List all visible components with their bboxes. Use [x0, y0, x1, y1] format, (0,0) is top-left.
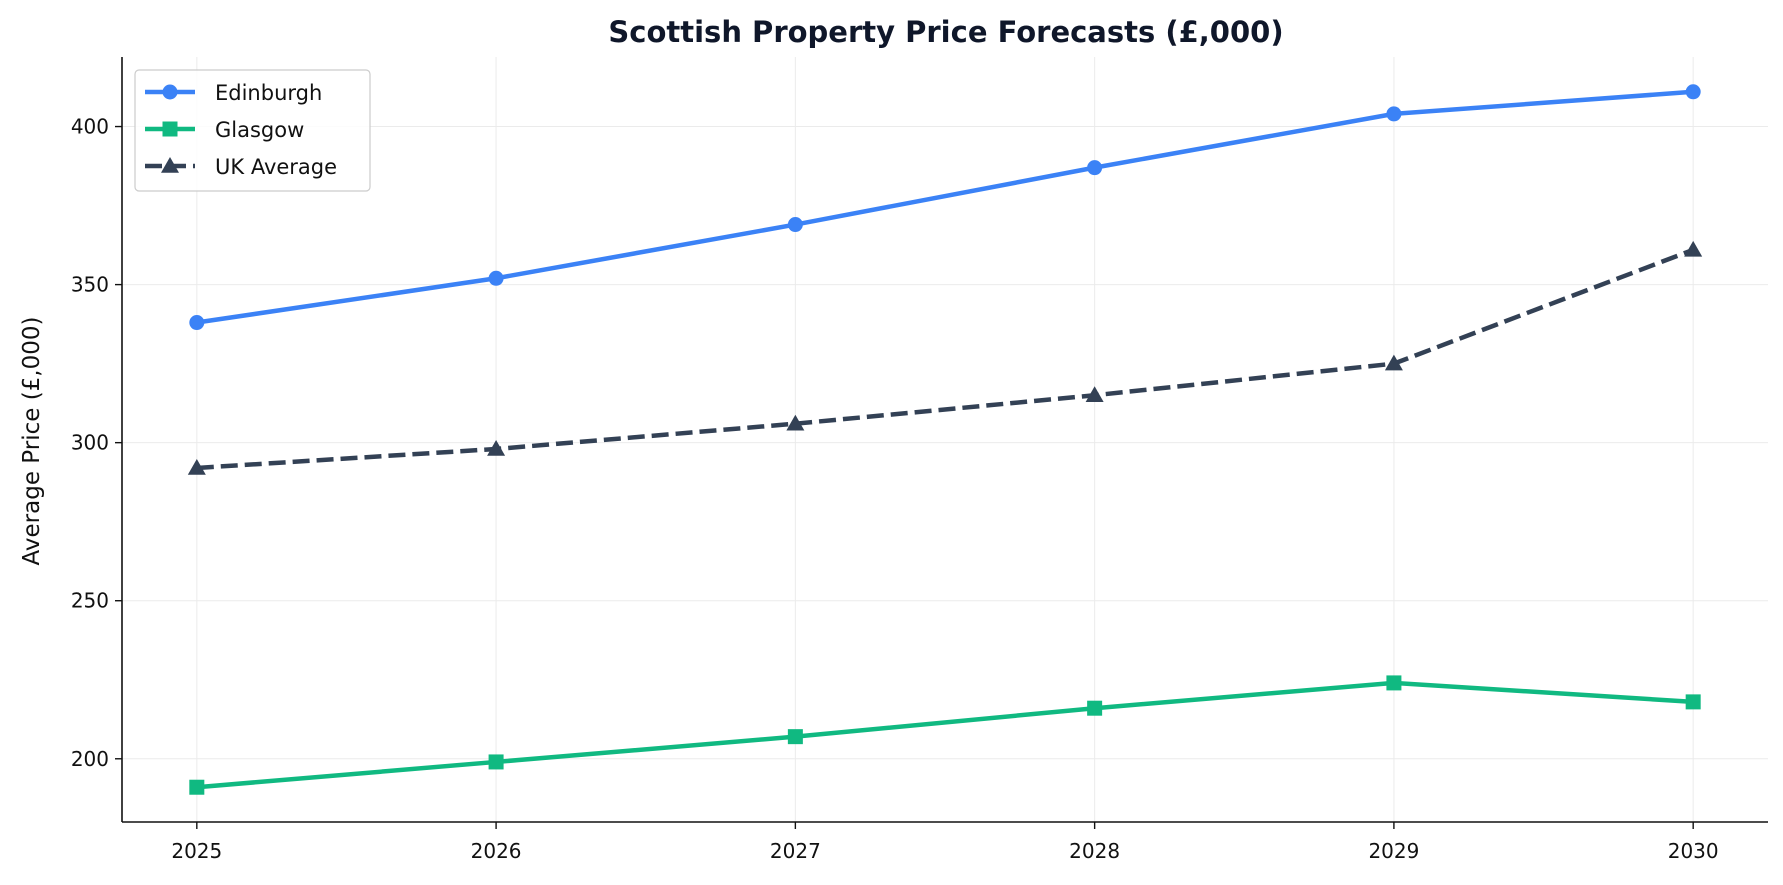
- data-point-uk-average: [187, 458, 206, 475]
- data-point-uk-average: [1085, 386, 1104, 402]
- legend: Edinburgh Glasgow UK Average: [134, 69, 371, 192]
- series-line-uk-average: [196, 247, 1694, 471]
- data-point-glasgow: [1386, 675, 1402, 691]
- series-uk-average: [187, 240, 1703, 475]
- x-tick-label: 2028: [1069, 839, 1120, 863]
- series-line-edinburgh: [196, 89, 1694, 325]
- legend-label: UK Average: [215, 155, 337, 179]
- data-point-uk-average: [487, 439, 506, 456]
- series-line-glasgow: [196, 680, 1694, 790]
- data-point-edinburgh: [1087, 160, 1103, 176]
- data-point-glasgow: [1087, 700, 1103, 716]
- chart-title: Scottish Property Price Forecasts (£,000…: [608, 15, 1283, 49]
- data-point-edinburgh: [787, 217, 803, 233]
- x-tick-label: 2026: [471, 839, 522, 863]
- y-axis-label: Average Price (£,000): [19, 317, 45, 566]
- legend-marker: [162, 84, 178, 100]
- data-point-edinburgh: [488, 270, 504, 286]
- legend-marker: [162, 121, 178, 137]
- x-tick-label: 2030: [1668, 839, 1719, 863]
- legend-label: Edinburgh: [215, 81, 322, 105]
- y-tick-label: 200: [71, 747, 109, 771]
- legend-box: [134, 69, 371, 192]
- series-group: [187, 84, 1703, 795]
- legend-item-edinburgh: Edinburgh: [145, 81, 322, 105]
- data-point-edinburgh: [189, 315, 205, 331]
- data-point-edinburgh: [1685, 84, 1701, 100]
- data-point-glasgow: [1685, 694, 1701, 710]
- axes: [121, 57, 1768, 823]
- data-point-uk-average: [1384, 354, 1403, 371]
- series-glasgow: [189, 675, 1701, 795]
- legend-item-glasgow: Glasgow: [145, 118, 304, 142]
- y-tick-label: 400: [71, 115, 109, 139]
- data-point-edinburgh: [1386, 106, 1402, 122]
- x-tick-label: 2027: [770, 839, 821, 863]
- y-tick-label: 350: [71, 273, 109, 297]
- x-tick-label: 2025: [171, 839, 222, 863]
- data-point-glasgow: [189, 779, 205, 795]
- data-point-uk-average: [1684, 240, 1703, 257]
- y-tick-label: 250: [71, 589, 109, 613]
- legend-marker: [161, 157, 179, 173]
- data-point-uk-average: [786, 414, 805, 431]
- data-point-glasgow: [787, 729, 803, 745]
- ticks: 200 250 300 350 400 2025 2026 2027 2028 2029 2030: [71, 115, 1719, 863]
- legend-item-uk-average: UK Average: [145, 155, 337, 179]
- y-tick-label: 300: [71, 431, 109, 455]
- data-point-glasgow: [488, 754, 504, 770]
- x-tick-label: 2029: [1368, 839, 1419, 863]
- legend-label: Glasgow: [215, 118, 304, 142]
- series-edinburgh: [189, 84, 1701, 331]
